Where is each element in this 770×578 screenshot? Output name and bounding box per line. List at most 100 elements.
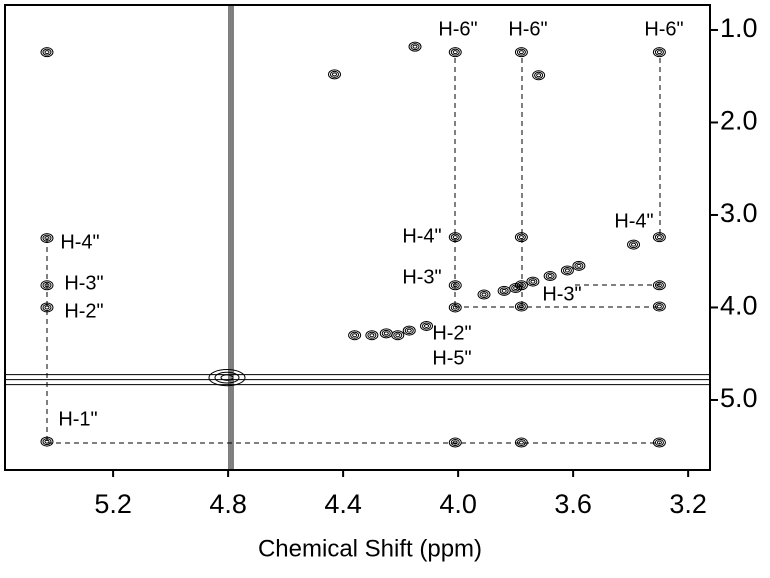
peak-contour	[499, 287, 509, 295]
peak-contour	[514, 301, 528, 312]
cross-peak	[652, 47, 666, 58]
peak-contour	[42, 48, 52, 56]
peak-annotation: H-4"	[614, 210, 653, 232]
peak-contour	[393, 331, 403, 339]
peak-contour	[516, 48, 526, 56]
peak-annotation: H-6"	[508, 18, 547, 40]
peak-contour	[513, 286, 519, 291]
peak-contour	[547, 274, 553, 279]
peak-contour	[516, 439, 526, 447]
peak-contour	[576, 263, 582, 268]
cross-peak	[40, 302, 54, 313]
peak-contour	[534, 71, 544, 79]
cross-peak	[560, 265, 574, 276]
peak-contour	[518, 440, 524, 445]
y-tick-label: 5.0	[720, 383, 758, 413]
peak-annotation: H-5"	[432, 347, 471, 369]
peak-contour	[352, 333, 358, 338]
peak-annotation: H-2"	[432, 322, 471, 344]
peak-contour	[450, 48, 460, 56]
x-tick-label: 4.4	[324, 489, 362, 519]
peak-contour	[516, 303, 526, 311]
peak-contour	[450, 281, 460, 289]
peak-contour	[530, 279, 536, 284]
y-tick-label: 1.0	[720, 13, 758, 43]
peak-contour	[511, 284, 521, 292]
cross-peak	[402, 325, 416, 336]
peak-contour	[652, 301, 666, 312]
peak-contour	[656, 440, 662, 445]
x-axis-title: Chemical Shift (ppm)	[258, 535, 482, 562]
peak-contour	[42, 234, 52, 242]
peak-annotation: H-1"	[58, 408, 97, 430]
peak-contour	[448, 47, 462, 58]
cross-peak	[652, 301, 666, 312]
peak-contour	[452, 440, 458, 445]
peak-contour	[528, 278, 538, 286]
cross-peak	[652, 280, 666, 291]
cross-peak	[40, 233, 54, 244]
peak-contour	[391, 330, 405, 341]
cross-peak	[40, 47, 54, 58]
peak-contour	[652, 47, 666, 58]
peak-contour	[562, 266, 572, 274]
peak-contour	[572, 260, 586, 271]
solvent-peak	[5, 5, 710, 470]
solvent-contour	[220, 374, 234, 381]
peak-contour	[448, 437, 462, 448]
cross-peak	[327, 69, 341, 80]
y-tick-label: 3.0	[720, 198, 758, 228]
cross-peak	[526, 276, 540, 287]
peak-contour	[532, 70, 546, 81]
peak-contour	[404, 327, 414, 335]
cross-peak	[652, 437, 666, 448]
peak-contour	[652, 280, 666, 291]
peak-contour	[497, 285, 511, 296]
peak-contour	[410, 43, 420, 51]
peak-contour	[627, 239, 641, 250]
cross-peak	[448, 232, 462, 243]
peak-contour	[367, 331, 377, 339]
peak-annotation: H-3"	[64, 272, 103, 294]
peak-contour	[574, 262, 584, 270]
solvent-contour	[208, 369, 246, 387]
cross-peak	[652, 232, 666, 243]
peak-contour	[44, 439, 50, 444]
peak-contour	[516, 233, 526, 241]
cross-peak	[477, 289, 491, 300]
peak-contour	[331, 72, 337, 77]
solvent-contour	[214, 371, 240, 384]
peak-contour	[479, 291, 489, 299]
cross-peak	[408, 41, 422, 52]
cross-peak	[448, 47, 462, 58]
peak-contour	[514, 232, 528, 243]
peak-contour	[652, 232, 666, 243]
peak-contour	[365, 330, 379, 341]
peak-contour	[40, 280, 54, 291]
peak-contour	[518, 304, 524, 309]
peak-contour	[402, 325, 416, 336]
peak-contour	[412, 44, 418, 49]
peak-contour	[350, 331, 360, 339]
cross-peak	[543, 271, 557, 282]
peak-contour	[518, 50, 524, 55]
cross-peak	[40, 280, 54, 291]
peak-contour	[481, 292, 487, 297]
cross-peak	[448, 280, 462, 291]
cross-peak	[514, 301, 528, 312]
cross-peak	[448, 437, 462, 448]
peak-contour	[652, 437, 666, 448]
cross-peak	[420, 320, 434, 331]
cross-peak	[348, 330, 362, 341]
peak-contour	[450, 439, 460, 447]
peak-contour	[477, 289, 491, 300]
peak-contour	[422, 322, 432, 330]
cross-peak	[532, 70, 546, 81]
peak-annotation: H-6"	[644, 18, 683, 40]
peak-contour	[40, 47, 54, 58]
peak-contour	[450, 233, 460, 241]
y-tick-label: 4.0	[720, 291, 758, 321]
peak-contour	[329, 70, 339, 78]
cross-peak	[514, 47, 528, 58]
